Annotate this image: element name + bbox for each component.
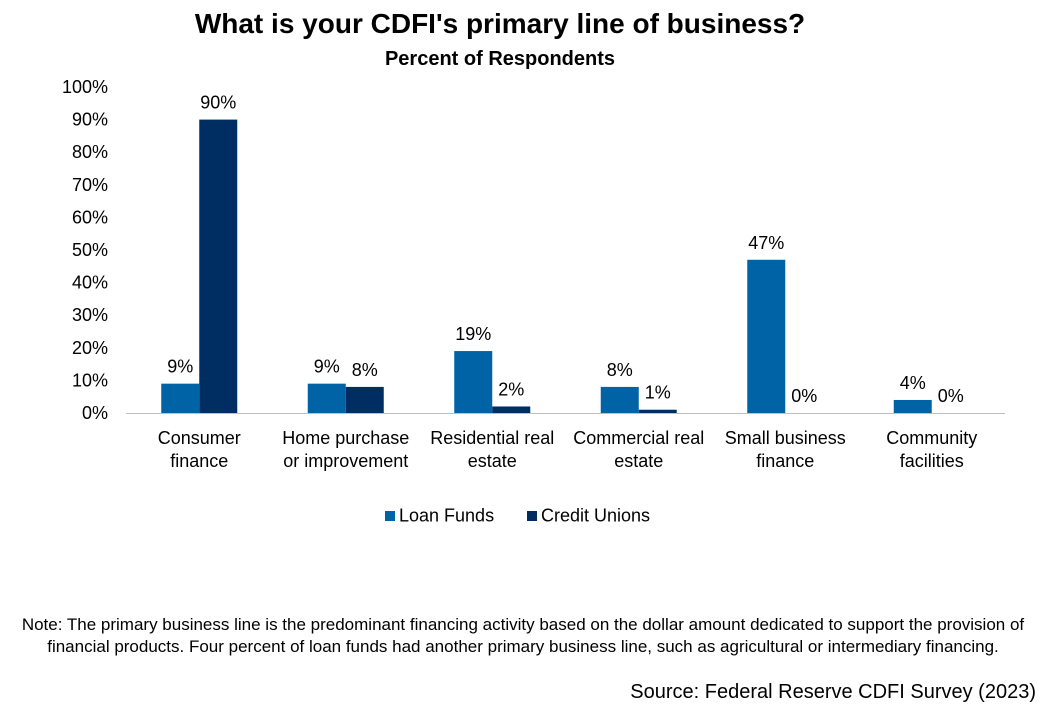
x-category-label: Community — [886, 428, 977, 448]
y-tick-label: 100% — [62, 77, 108, 97]
footnote: Note: The primary business line is the p… — [21, 615, 1025, 656]
data-label: 2% — [498, 379, 524, 399]
data-label: 8% — [352, 360, 378, 380]
bar-loan-funds — [600, 386, 639, 413]
x-category-label: Small business — [725, 428, 846, 448]
data-label: 9% — [314, 357, 340, 377]
x-category-label: estate — [468, 451, 517, 471]
data-label: 19% — [455, 324, 491, 344]
x-category-label: Home purchase — [282, 428, 409, 448]
bar-loan-funds — [893, 399, 932, 413]
chart-title: What is your CDFI's primary line of busi… — [194, 8, 806, 39]
data-label: 90% — [200, 93, 236, 113]
y-tick-label: 30% — [72, 305, 108, 325]
x-category-label: Commercial real — [573, 428, 704, 448]
x-category-label: Consumer — [158, 428, 241, 448]
bar-credit-unions — [492, 406, 531, 413]
y-tick-label: 50% — [72, 240, 108, 260]
bars-group: 9% 90% 9% 8% 19% 2% 8% 1% 47% 0% 4% 0% — [161, 93, 964, 413]
y-tick-label: 60% — [72, 207, 108, 227]
x-axis: Consumer finance Home purchase or improveme… — [126, 413, 1005, 471]
y-tick-label: 70% — [72, 175, 108, 195]
bar-credit-unions — [199, 119, 238, 413]
legend-swatch-credit-unions — [527, 511, 537, 521]
y-tick-label: 10% — [72, 370, 108, 390]
x-category-label: finance — [756, 451, 814, 471]
x-category-label: facilities — [900, 451, 964, 471]
bar-chart: 0%10%20%30%40%50%60%70%80%90%100% 9%90%9… — [62, 77, 1005, 526]
bar-loan-funds — [454, 351, 493, 413]
x-category-label: estate — [614, 451, 663, 471]
data-label: 0% — [938, 386, 964, 406]
y-tick-label: 40% — [72, 273, 108, 293]
data-label: 4% — [900, 373, 926, 393]
data-label: 8% — [607, 360, 633, 380]
chart-subtitle: Percent of Respondents — [384, 48, 616, 70]
bar-credit-unions — [345, 386, 384, 413]
bar-loan-funds — [307, 383, 346, 413]
data-label: 0% — [791, 386, 817, 406]
x-category-label: Residential real — [430, 428, 554, 448]
y-tick-label: 0% — [82, 403, 108, 423]
y-tick-label: 20% — [72, 338, 108, 358]
data-label: 1% — [645, 383, 671, 403]
data-label: 47% — [748, 233, 784, 253]
x-category-label: finance — [170, 451, 228, 471]
legend: Loan Funds Credit Unions — [385, 506, 650, 526]
bar-loan-funds — [161, 383, 200, 413]
source-credit: Source: Federal Reserve CDFI Survey (202… — [630, 681, 1036, 703]
bar-loan-funds — [747, 259, 786, 413]
data-label: 9% — [167, 357, 193, 377]
bar-credit-unions — [638, 409, 677, 413]
y-tick-label: 90% — [72, 110, 108, 130]
legend-label: Loan Funds — [399, 506, 494, 526]
y-axis: 0% 10% 20% 30% 40% 50% 60% 70% 80% 90% 100% — [62, 77, 108, 423]
legend-swatch-loan-funds — [385, 511, 395, 521]
x-category-label: or improvement — [283, 451, 408, 471]
legend-label: Credit Unions — [541, 506, 650, 526]
y-tick-label: 80% — [72, 142, 108, 162]
